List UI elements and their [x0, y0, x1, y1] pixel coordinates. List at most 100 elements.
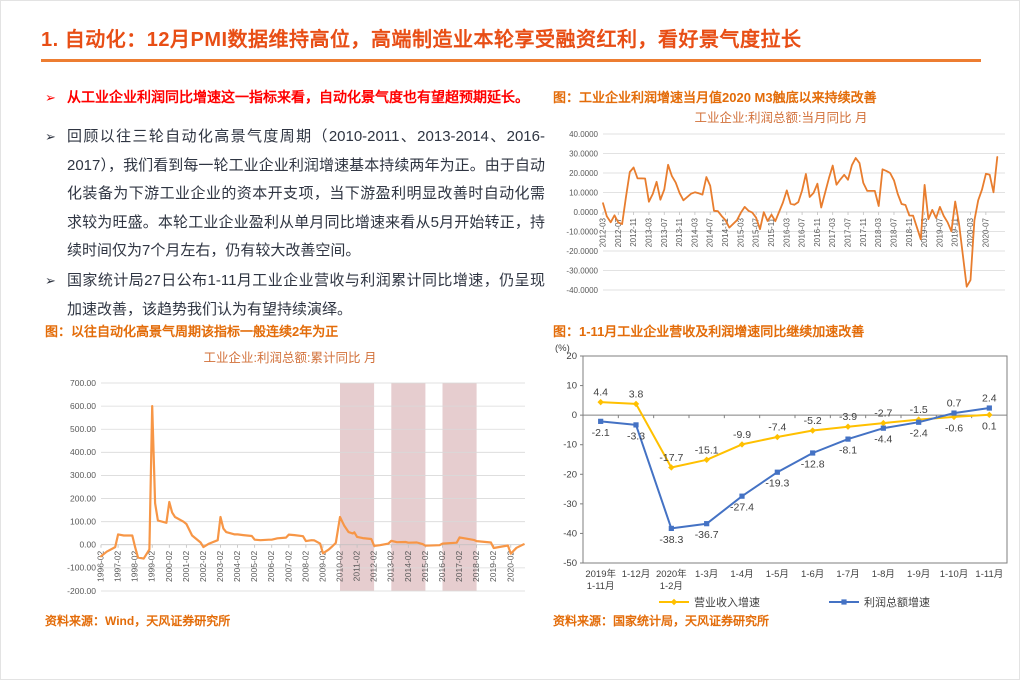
- svg-text:2013-07: 2013-07: [660, 217, 669, 247]
- svg-text:(%): (%): [555, 343, 570, 354]
- svg-text:-2.4: -2.4: [910, 428, 928, 440]
- svg-text:-20.0000: -20.0000: [566, 247, 598, 256]
- svg-text:20.0000: 20.0000: [569, 169, 598, 178]
- svg-text:2015-11: 2015-11: [767, 217, 776, 246]
- svg-text:-3.9: -3.9: [839, 411, 857, 423]
- svg-text:2011-02: 2011-02: [352, 551, 362, 582]
- svg-text:0.0000: 0.0000: [574, 208, 599, 217]
- svg-text:1-6月: 1-6月: [801, 569, 824, 580]
- svg-text:2016-11: 2016-11: [813, 217, 822, 246]
- bullet-item-key-view: ➢ 从工业企业利润同比增速这一指标来看，自动化景气度也有望超预期延长。: [45, 87, 545, 108]
- svg-text:-17.7: -17.7: [659, 452, 683, 464]
- svg-text:1-5月: 1-5月: [766, 569, 789, 580]
- svg-text:2003-02: 2003-02: [215, 551, 225, 582]
- svg-text:2013-02: 2013-02: [386, 551, 396, 582]
- svg-text:1-12月: 1-12月: [622, 569, 651, 580]
- svg-text:0: 0: [572, 410, 577, 421]
- svg-text:700.00: 700.00: [70, 378, 96, 388]
- svg-text:-38.3: -38.3: [659, 534, 683, 546]
- svg-text:2017-03: 2017-03: [828, 217, 837, 247]
- svg-text:-36.7: -36.7: [695, 529, 719, 541]
- svg-text:2020年: 2020年: [656, 568, 687, 580]
- svg-text:2018-11: 2018-11: [905, 217, 914, 246]
- svg-text:-27.4: -27.4: [730, 502, 754, 514]
- svg-text:-40: -40: [563, 528, 577, 539]
- svg-text:2014-11: 2014-11: [721, 217, 730, 246]
- svg-text:-15.1: -15.1: [695, 444, 719, 456]
- svg-text:400.00: 400.00: [70, 447, 96, 457]
- svg-text:1-7月: 1-7月: [836, 569, 859, 580]
- svg-text:2012-03: 2012-03: [599, 217, 608, 247]
- svg-text:1-10月: 1-10月: [940, 569, 969, 580]
- svg-text:2006-02: 2006-02: [266, 551, 276, 582]
- svg-text:2014-03: 2014-03: [690, 217, 699, 247]
- svg-text:-100.00: -100.00: [67, 563, 96, 573]
- svg-text:2013-11: 2013-11: [675, 217, 684, 246]
- svg-text:2016-07: 2016-07: [798, 217, 807, 247]
- svg-text:2019-11: 2019-11: [951, 217, 960, 246]
- title-underline: [41, 59, 981, 62]
- svg-text:-0.6: -0.6: [945, 422, 963, 434]
- svg-text:-3.3: -3.3: [627, 430, 645, 442]
- svg-text:2018-03: 2018-03: [874, 217, 883, 247]
- svg-text:-30: -30: [563, 499, 577, 510]
- figure-caption-revenue-profit: 图：1-11月工业企业营收及利润增速同比继续加速改善: [553, 324, 865, 339]
- svg-text:200.00: 200.00: [70, 493, 96, 503]
- svg-text:2005-02: 2005-02: [249, 551, 259, 582]
- svg-text:-10: -10: [563, 440, 577, 451]
- bullet-item-history-review: ➢ 回顾以往三轮自动化高景气度周期（2010-2011、2013-2014、20…: [45, 123, 545, 266]
- svg-text:-10.0000: -10.0000: [566, 227, 598, 236]
- svg-text:2019-07: 2019-07: [935, 217, 944, 247]
- svg-text:2016-02: 2016-02: [437, 551, 447, 582]
- svg-text:2009-02: 2009-02: [317, 551, 327, 582]
- svg-text:-12.8: -12.8: [801, 458, 825, 470]
- svg-text:2001-02: 2001-02: [181, 551, 191, 582]
- svg-text:2015-02: 2015-02: [420, 551, 430, 582]
- svg-text:4.4: 4.4: [593, 387, 608, 399]
- cumulative-profit-growth-chart: -200.00 -100.00 0.00 100.00 200.00 300.00 400.…: [67, 378, 525, 596]
- bullet-arrow-icon: ➢: [45, 129, 56, 144]
- svg-text:1-9月: 1-9月: [907, 569, 930, 580]
- svg-text:-7.4: -7.4: [768, 422, 786, 434]
- svg-text:300.00: 300.00: [70, 470, 96, 480]
- svg-text:2017-11: 2017-11: [859, 217, 868, 246]
- svg-text:500.00: 500.00: [70, 424, 96, 434]
- svg-text:-2.1: -2.1: [592, 427, 610, 439]
- svg-text:-200.00: -200.00: [67, 586, 96, 596]
- svg-text:-4.4: -4.4: [874, 434, 892, 446]
- svg-text:1-4月: 1-4月: [730, 569, 753, 580]
- svg-text:-2.7: -2.7: [874, 408, 892, 420]
- svg-text:1-8月: 1-8月: [872, 569, 895, 580]
- svg-text:1996-02: 1996-02: [96, 551, 106, 582]
- figure-caption-cumulative-profit: 图：以往自动化高景气周期该指标一般连续2年为正: [45, 324, 339, 339]
- svg-text:10.0000: 10.0000: [569, 188, 598, 197]
- svg-text:利润总额增速: 利润总额增速: [864, 595, 930, 609]
- svg-text:2012-07: 2012-07: [614, 217, 623, 247]
- svg-text:100.00: 100.00: [70, 516, 96, 526]
- svg-text:2015-03: 2015-03: [736, 217, 745, 247]
- svg-text:-1.5: -1.5: [910, 404, 928, 416]
- svg-text:-20: -20: [563, 469, 577, 480]
- svg-text:2.4: 2.4: [982, 393, 997, 405]
- source-note-left: 资料来源：Wind，天风证券研究所: [45, 614, 231, 628]
- bullet-text: 从工业企业利润同比增速这一指标来看，自动化景气度也有望超预期延长。: [67, 89, 529, 105]
- svg-text:2020-03: 2020-03: [966, 217, 975, 247]
- svg-text:2002-02: 2002-02: [198, 551, 208, 582]
- svg-text:1-11月: 1-11月: [975, 569, 1003, 580]
- svg-text:10: 10: [566, 381, 577, 392]
- bullet-text: 回顾以往三轮自动化高景气度周期（2010-2011、2013-2014、2016…: [67, 128, 545, 259]
- svg-text:0.7: 0.7: [947, 398, 962, 410]
- svg-text:-19.3: -19.3: [765, 478, 789, 490]
- svg-text:2014-07: 2014-07: [706, 217, 715, 247]
- svg-text:2010-02: 2010-02: [335, 551, 345, 582]
- svg-text:0.1: 0.1: [982, 420, 997, 432]
- svg-text:2012-11: 2012-11: [629, 217, 638, 246]
- svg-text:20: 20: [566, 351, 577, 362]
- svg-text:营业收入增速: 营业收入增速: [694, 595, 760, 609]
- svg-text:2017-02: 2017-02: [454, 551, 464, 582]
- svg-text:1-11月: 1-11月: [587, 581, 615, 592]
- svg-text:2008-02: 2008-02: [300, 551, 310, 582]
- svg-text:-40.0000: -40.0000: [566, 286, 598, 295]
- svg-text:1-2月: 1-2月: [660, 581, 683, 592]
